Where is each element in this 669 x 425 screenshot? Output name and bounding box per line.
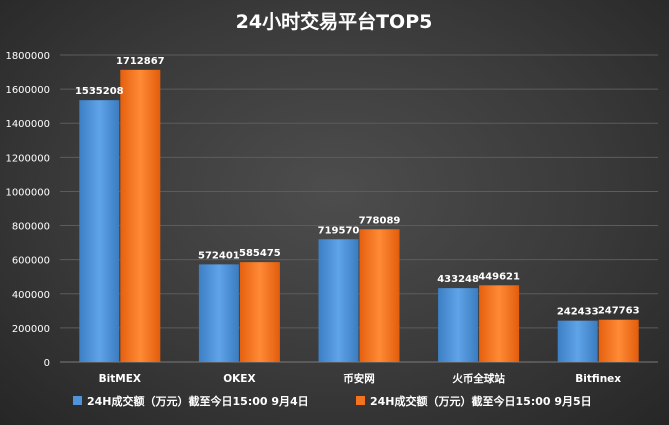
x-category-label: BitMEX [99,373,141,385]
data-label: 1535208 [75,86,124,97]
y-tick-label: 1800000 [5,51,50,62]
bar [479,285,520,362]
data-label: 778089 [359,215,401,226]
legend-swatch [73,396,82,405]
data-label: 242433 [557,307,599,318]
bar [318,239,359,362]
legend-label: 24H成交额（万元）截至今日15:00 9月4日 [87,394,309,408]
bar [79,100,120,362]
data-label: 572401 [198,250,240,261]
y-tick-label: 1000000 [5,187,50,198]
bar [598,319,639,362]
y-tick-label: 600000 [12,256,50,267]
y-tick-label: 400000 [12,290,50,301]
data-label: 433248 [437,274,479,285]
bar [438,288,479,362]
data-label: 1712867 [116,56,165,67]
x-category-label: OKEX [223,373,255,385]
bar [359,229,400,362]
y-tick-label: 1600000 [5,85,50,96]
x-category-label: 火币全球站 [452,372,505,385]
y-tick-label: 0 [44,358,50,369]
x-category-label: 币安网 [343,372,375,385]
x-category-label: Bitfinex [575,373,621,385]
chart-title: 24小时交易平台TOP5 [236,10,433,33]
y-tick-label: 1400000 [5,119,50,130]
bar [198,264,239,362]
legend-swatch [356,396,365,405]
data-label: 719570 [318,225,360,236]
y-axis-ticks: 0 200000 400000 600000 800000 1000000 1200000 1… [5,51,50,369]
data-label: 247763 [598,306,640,317]
legend: 24H成交额（万元）截至今日15:00 9月4日 24H成交额（万元）截至今日15… [73,394,592,408]
bar [557,320,598,362]
bars [79,69,639,362]
data-label: 449621 [478,271,520,282]
bar [120,69,161,362]
legend-label: 24H成交额（万元）截至今日15:00 9月5日 [370,394,592,408]
y-tick-label: 1200000 [5,153,50,164]
data-label: 585475 [239,248,281,259]
y-tick-label: 800000 [12,222,50,233]
bar [239,262,280,362]
x-axis-categories: BitMEX OKEX 币安网 火币全球站 Bitfinex [99,372,622,385]
y-tick-label: 200000 [12,324,50,335]
